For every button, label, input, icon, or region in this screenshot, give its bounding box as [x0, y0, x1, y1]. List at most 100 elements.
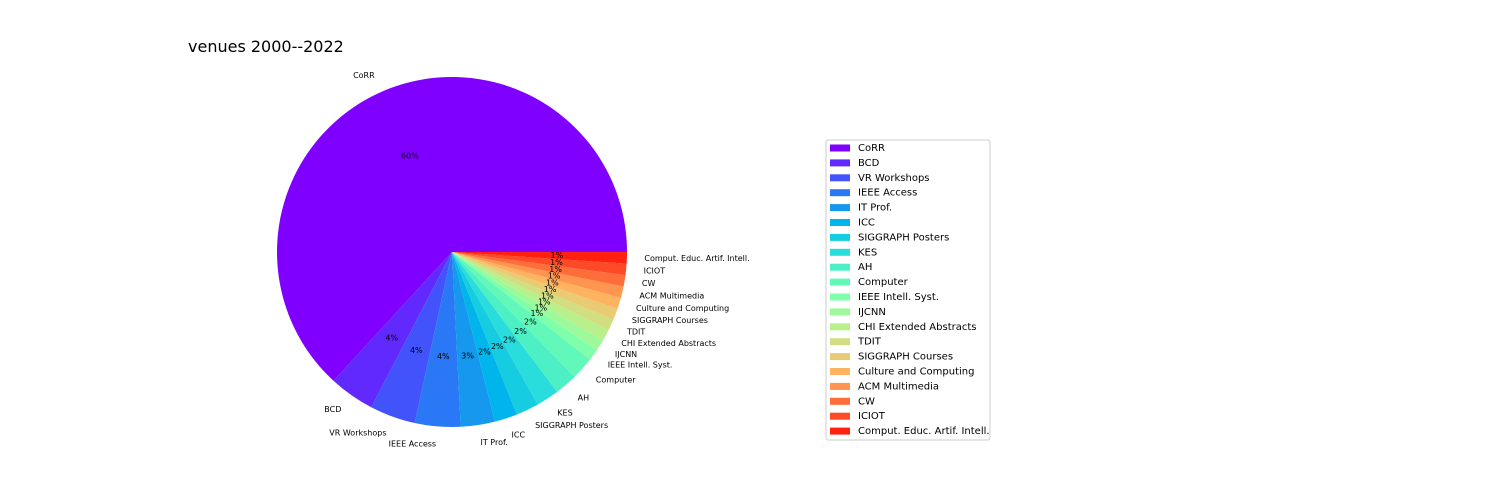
percent-label-kes: 2% [503, 335, 516, 344]
legend-swatch-culture-and-computing [830, 368, 850, 375]
slice-label-vr-workshops: VR Workshops [329, 429, 386, 438]
percent-label-comput-educ-artif-intell: 1% [551, 251, 564, 260]
slice-label-acm-multimedia: ACM Multimedia [639, 292, 704, 301]
legend-label-it-prof: IT Prof. [858, 203, 892, 214]
legend-swatch-vr-workshops [830, 174, 850, 182]
legend-label-culture-and-computing: Culture and Computing [858, 367, 974, 378]
pie-slice-siggraph-posters [452, 252, 538, 415]
legend-label-ieee-access: IEEE Access [858, 188, 917, 199]
slice-label-ieee-access: IEEE Access [389, 439, 436, 448]
legend-frame [825, 139, 991, 441]
percent-label-icc: 2% [478, 347, 491, 356]
pie-slice-icc [452, 252, 517, 422]
pie-slices [276, 76, 627, 427]
slice-label-siggraph-courses: SIGGRAPH Courses [632, 316, 708, 325]
legend-label-tdit: TDIT [857, 337, 882, 348]
slice-label-bcd: BCD [324, 405, 341, 414]
slice-label-computer: Computer [596, 376, 636, 385]
slice-label-comput-educ-artif-intell: Comput. Educ. Artif. Intell. [644, 254, 749, 263]
legend-swatch-kes [830, 248, 850, 256]
legend-swatch-siggraph-courses [830, 353, 850, 361]
legend-swatch-bcd [830, 159, 850, 167]
chart-title: venues 2000--2022 [188, 37, 344, 56]
slice-label-corr: CoRR [353, 71, 375, 80]
percent-labels: 60%4%4%4% 3% 2%2%2%2%2%1%1%1%1%1%1%1%1%1%1… [385, 151, 563, 361]
pie-slice-cw [452, 252, 626, 287]
legend-swatch-computer [830, 278, 850, 286]
legend-swatch-ieee-intell-syst [830, 293, 850, 301]
percent-label-vr-workshops: 4% [410, 346, 423, 355]
legend-label-kes: KES [858, 247, 877, 258]
pie-slice-comput-educ-artif-intell [452, 252, 627, 264]
legend-label-siggraph-posters: SIGGRAPH Posters [858, 232, 949, 243]
slice-label-ijcnn: IJCNN [615, 350, 637, 359]
percent-label-computer: 2% [524, 317, 537, 326]
legend-label-ah: AH [858, 262, 872, 273]
legend-label-corr: CoRR [858, 143, 885, 154]
pie-slice-siggraph-courses [452, 252, 618, 320]
pie-slice-acm-multimedia [452, 252, 624, 298]
pie-slice-bcd [333, 252, 452, 408]
legend-swatch-it-prof [830, 204, 850, 212]
percent-label-acm-multimedia: 1% [548, 272, 561, 281]
legend-swatch-chi-extended-abstracts [830, 323, 850, 331]
legend-swatch-tdit [830, 338, 850, 346]
slice-label-chi-extended-abstracts: CHI Extended Abstracts [621, 339, 716, 348]
pie-slice-corr [276, 76, 627, 381]
percent-label-siggraph-courses: 1% [544, 285, 557, 294]
legend-label-chi-extended-abstracts: CHI Extended Abstracts [858, 322, 977, 333]
legend-swatch-ijcnn [830, 308, 850, 316]
legend-swatch-iciot [830, 412, 850, 420]
percent-label-ah: 2% [514, 327, 527, 336]
percent-label-bcd: 4% [385, 334, 398, 343]
legend-label-comput-educ-artif-intell: Comput. Educ. Artif. Intell. [858, 426, 990, 437]
slice-label-tdit: TDIT [626, 328, 645, 337]
pie-slice-vr-workshops [371, 252, 452, 423]
legend: CoRR BCD VR Workshops IEEE Access IT Prof. IC… [825, 139, 991, 441]
slice-label-iciot: ICIOT [644, 267, 666, 276]
slice-label-culture-and-computing: Culture and Computing [636, 304, 729, 313]
legend-swatch-ieee-access [830, 189, 850, 197]
legend-label-cw: CW [858, 396, 875, 407]
pie-slice-ieee-intell-syst [452, 252, 597, 360]
percent-label-culture-and-computing: 1% [546, 278, 559, 287]
percent-label-tdit: 1% [541, 291, 554, 300]
pie-slice-culture-and-computing [452, 252, 621, 309]
slice-label-siggraph-posters: SIGGRAPH Posters [535, 421, 608, 430]
pie-slice-it-prof [452, 252, 495, 427]
percent-label-siggraph-posters: 2% [491, 342, 504, 351]
slice-label-ah: AH [578, 393, 590, 402]
pie-slice-computer [452, 252, 591, 377]
legend-swatch-siggraph-posters [830, 233, 850, 241]
legend-swatch-cw [830, 397, 850, 405]
legend-label-ieee-intell-syst: IEEE Intell. Syst. [858, 292, 939, 303]
pie-slice-ah [452, 252, 575, 392]
slice-label-it-prof: IT Prof. [481, 438, 508, 447]
legend-swatch-corr [830, 144, 850, 152]
legend-label-bcd: BCD [858, 158, 880, 169]
legend-label-ijcnn: IJCNN [858, 307, 886, 318]
slice-label-ieee-intell-syst: IEEE Intell. Syst. [608, 361, 673, 370]
slice-label-icc: ICC [512, 431, 526, 440]
legend-swatch-comput-educ-artif-intell [830, 427, 850, 435]
legend-swatch-icc [830, 219, 850, 226]
percent-label-it-prof: 3% [461, 351, 474, 360]
percent-label-ieee-intell-syst: 1% [531, 309, 544, 318]
pie-slice-chi-extended-abstracts [452, 252, 609, 341]
legend-swatch-acm-multimedia [830, 382, 850, 390]
legend-label-vr-workshops: VR Workshops [858, 173, 930, 184]
pie-slice-kes [452, 252, 558, 405]
legend-label-acm-multimedia: ACM Multimedia [858, 381, 939, 392]
pie-slice-iciot [452, 252, 627, 276]
slice-label-kes: KES [557, 409, 572, 418]
percent-label-chi-extended-abstracts: 1% [538, 298, 551, 307]
slice-label-cw: CW [642, 279, 656, 288]
pie-slice-ijcnn [452, 252, 604, 351]
legend-label-siggraph-courses: SIGGRAPH Courses [858, 352, 953, 363]
percent-label-cw: 1% [549, 265, 562, 274]
pie-slice-ieee-access [414, 252, 461, 427]
pie-slice-tdit [452, 252, 614, 331]
percent-label-ijcnn: 1% [534, 304, 547, 313]
